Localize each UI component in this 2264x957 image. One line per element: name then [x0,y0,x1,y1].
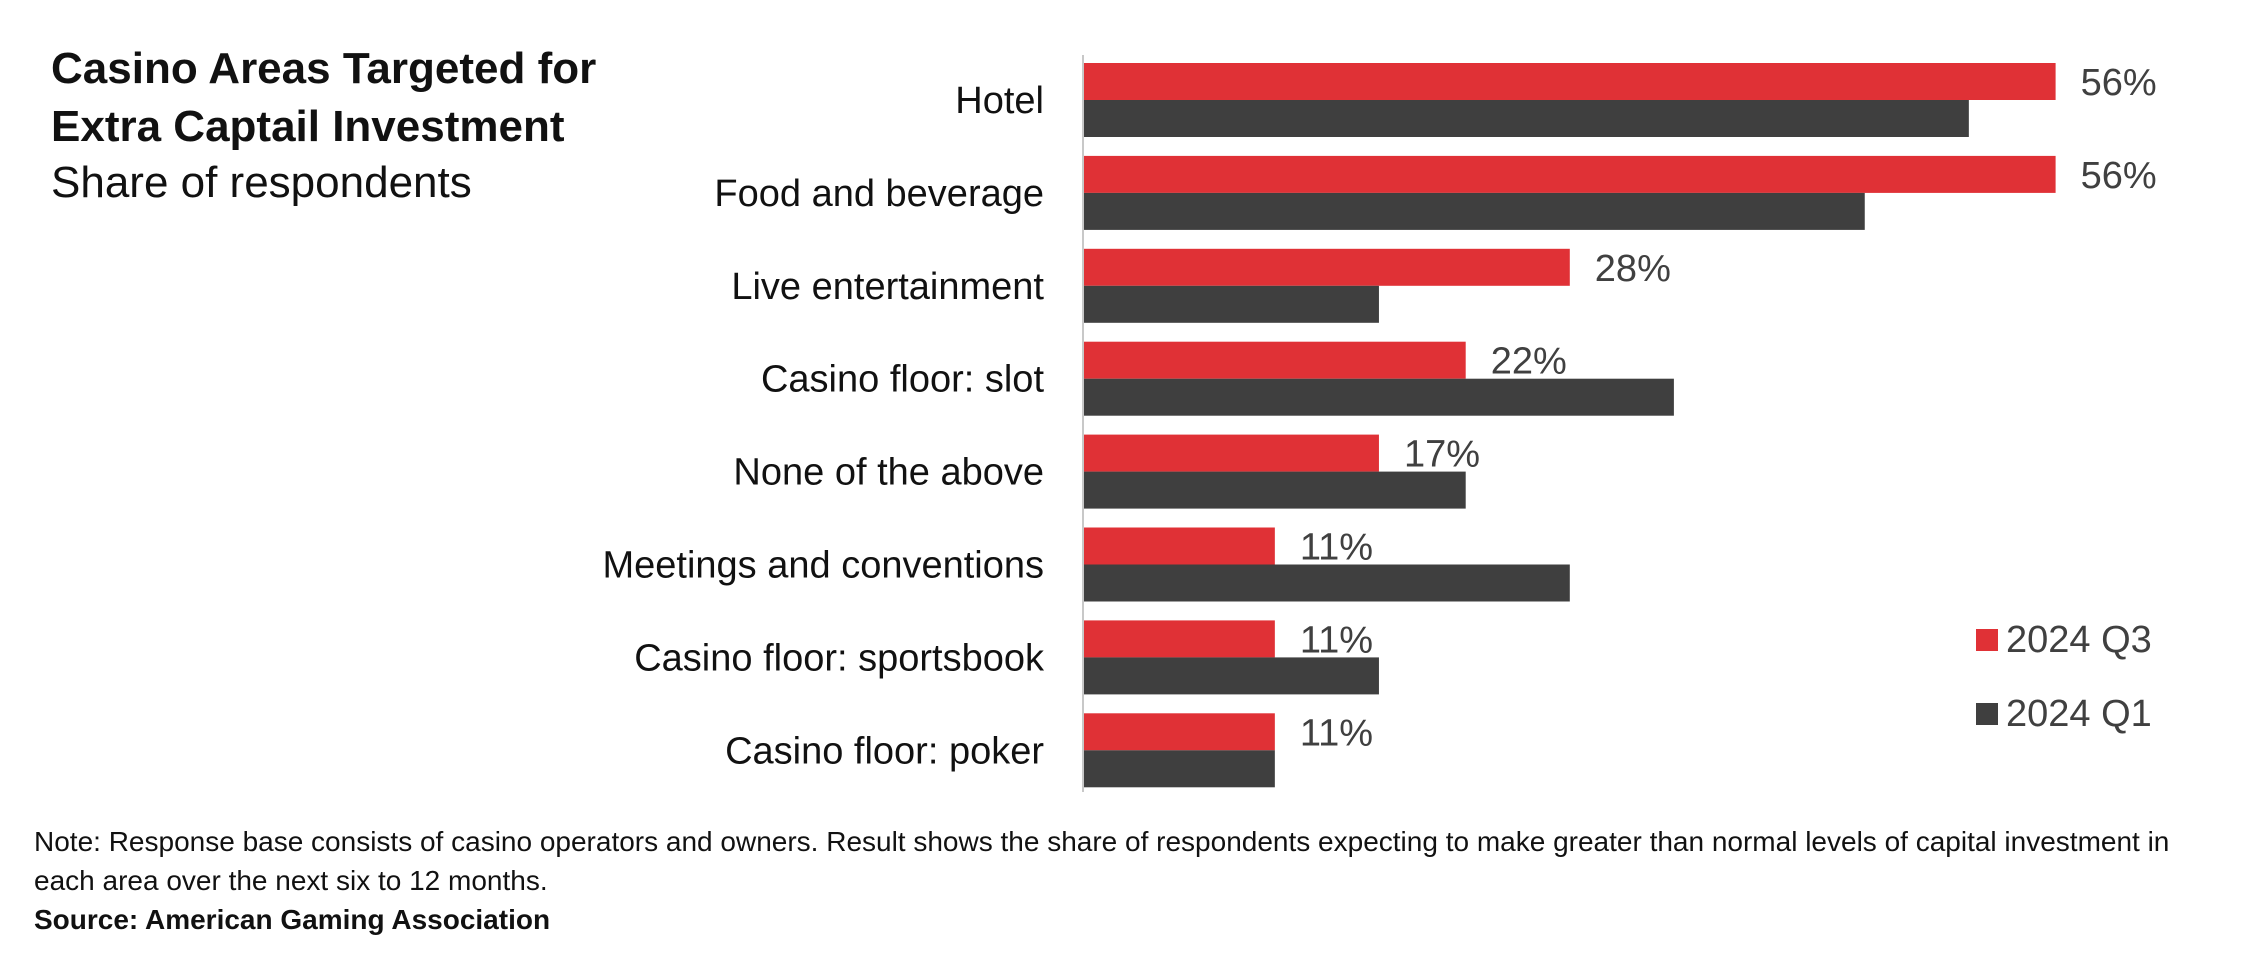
data-label: 11% [1300,619,1373,661]
data-label: 56% [2081,62,2157,104]
bar-2024-q3 [1084,713,1275,751]
category-label: Casino floor: poker [725,730,1044,772]
source-line: Source: American Gaming Association [34,904,551,935]
bar-2024-q3 [1084,527,1275,565]
data-label: 22% [1491,341,1567,383]
bar-2024-q3 [1084,341,1466,379]
legend-label-q1: 2024 Q1 [2006,693,2152,735]
data-label: 11% [1300,527,1373,569]
bar-2024-q1 [1084,750,1275,788]
data-label: 11% [1300,712,1373,754]
chart-subtitle: Share of respondents [51,158,472,207]
bar-2024-q1 [1084,564,1570,602]
category-label: Casino floor: slot [761,359,1044,401]
footer: Note: Response base consists of casino o… [34,822,2214,939]
chart-title: Casino Areas Targeted for Extra Captail … [51,44,597,151]
bar-2024-q3 [1084,620,1275,658]
bar-2024-q1 [1084,192,1865,230]
bar-2024-q1 [1084,378,1674,416]
category-label: Food and beverage [714,173,1044,215]
bar-2024-q1 [1084,471,1466,509]
bar-2024-q3 [1084,155,2056,193]
bar-2024-q3 [1084,248,1570,286]
bar-2024-q3 [1084,63,2056,100]
data-label: 17% [1404,434,1480,476]
bar-chart: Hotel 56% Food and beverage 56% Live enterta… [602,55,2157,792]
category-label: Meetings and conventions [602,545,1044,587]
category-label: Casino floor: sportsbook [634,637,1045,679]
data-label: 28% [1595,248,1671,290]
bar-2024-q3 [1084,434,1379,472]
legend-swatch-q1 [1976,703,1998,725]
bar-2024-q1 [1084,100,1969,137]
legend-swatch-q3 [1976,629,1998,651]
category-label: Live entertainment [731,266,1044,308]
legend-label-q3: 2024 Q3 [2006,619,2152,661]
bar-2024-q1 [1084,657,1379,695]
category-label: None of the above [733,452,1044,494]
category-label: Hotel [955,80,1044,122]
data-label: 56% [2081,155,2157,197]
footnote: Note: Response base consists of casino o… [34,826,2170,896]
bar-2024-q1 [1084,285,1379,323]
